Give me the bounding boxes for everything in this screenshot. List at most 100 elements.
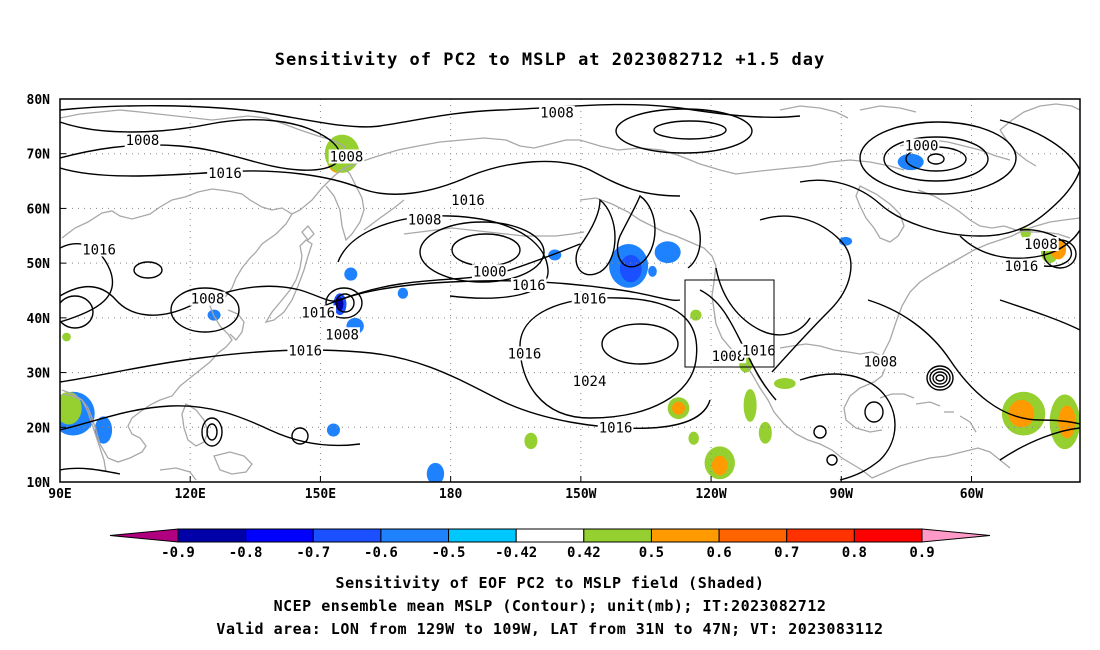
contour-label-bg (571, 373, 608, 388)
contour-label: 1008 (540, 106, 574, 122)
lat-tick-label: 80N (27, 93, 51, 108)
contour-label-bg (287, 343, 324, 358)
lon-tick-label: 120W (695, 487, 726, 502)
sensitivity-patch (397, 287, 409, 299)
lat-tick-label: 60N (27, 202, 51, 217)
lon-tick-label: 90E (48, 487, 71, 502)
colorbar-label: -0.5 (432, 545, 466, 561)
contour-label: 1016 (82, 242, 116, 258)
contour-label-bg (506, 346, 543, 361)
sensitivity-patch (688, 431, 699, 445)
colorbar-label: -0.7 (296, 545, 330, 561)
lon-tick-label: 180 (439, 487, 463, 502)
contour-label-bg (328, 149, 365, 164)
contour-label: 1016 (451, 193, 485, 209)
lat-tick-label: 70N (27, 148, 51, 163)
contour-label-bg (450, 193, 486, 208)
colorbar-arrow-left (109, 528, 179, 543)
sensitivity-patch (344, 267, 358, 281)
plot-frame (59, 98, 1081, 483)
colorbar-arrow-right (921, 528, 991, 543)
sensitivity-patch (690, 309, 702, 321)
lat-tick-label: 50N (27, 257, 51, 272)
caption-line-3: Valid area: LON from 129W to 109W, LAT f… (216, 620, 884, 638)
contour-label: 1016 (1005, 259, 1039, 275)
contour-label-bg (207, 165, 243, 180)
contour-label-bg (539, 105, 575, 120)
colorbar-label: 0.42 (567, 545, 601, 561)
contour-label: 1024 (573, 374, 607, 390)
map-title: Sensitivity of PC2 to MSLP at 2023082712… (274, 50, 826, 70)
lon-tick-label: 150W (565, 487, 596, 502)
colorbar-segment (650, 528, 720, 543)
colorbar-segment (177, 528, 247, 543)
colorbar-segment (448, 528, 517, 543)
sensitivity-patch (524, 432, 538, 450)
sensitivity-patch (1008, 399, 1035, 428)
contour-label: 1008 (408, 212, 442, 228)
colorbar-segment (312, 528, 382, 543)
contour-label: 1000 (473, 264, 507, 280)
contour-label-bg (903, 138, 940, 153)
colorbar-segment (786, 528, 855, 543)
colorbar-segment (718, 528, 788, 543)
contour-label: 1000 (905, 139, 939, 155)
lon-tick-label: 120E (175, 487, 206, 502)
contour-label: 1008 (330, 149, 364, 165)
sensitivity-patch (897, 153, 924, 171)
colorbar-label: -0.9 (161, 545, 195, 561)
lon-tick-label: 60W (960, 487, 984, 502)
sensitivity-patch (758, 421, 772, 444)
contour-label-bg (571, 291, 608, 306)
sensitivity-patch (774, 378, 796, 389)
contour-label-bg (124, 133, 161, 148)
colorbar-label: 0.9 (909, 545, 934, 561)
contour-label: 1016 (208, 166, 242, 182)
colorbar-segment (380, 528, 450, 543)
sensitivity-patch (326, 423, 340, 437)
contour-label-bg (710, 349, 747, 364)
colorbar-segment (515, 528, 585, 543)
contour-label-bg (471, 264, 508, 279)
sensitivity-patch (426, 462, 445, 482)
colorbar-label: 0.7 (774, 545, 799, 561)
contour-label-bg (1003, 258, 1040, 273)
sensitivity-patch (672, 401, 686, 415)
lat-tick-label: 30N (27, 367, 51, 382)
sensitivity-patch (94, 416, 113, 444)
mslp-contours (60, 103, 1080, 481)
contour-label-bg (1023, 236, 1059, 251)
colorbar: -0.9 -0.8 -0.7 -0.6 -0.5 -0.42 0.42 0.5 0.6 0.7 0.… (109, 528, 991, 561)
contour-label: 1008 (712, 349, 746, 365)
sensitivity-patch (60, 391, 82, 425)
contour-label-bg (81, 242, 117, 257)
contour-label: 1008 (325, 327, 359, 343)
sensitivity-patch (711, 455, 728, 476)
contour-label-bg (324, 327, 360, 342)
contour-label: 1008 (863, 355, 897, 371)
contour-label: 1008 (191, 292, 225, 308)
colorbar-label: 0.6 (706, 545, 731, 561)
contour-label: 1008 (126, 133, 160, 149)
contour-label-bg (300, 305, 337, 320)
sensitivity-patch (648, 265, 657, 277)
contour-label: 1016 (288, 344, 322, 360)
contour-label: 1008 (1024, 237, 1058, 253)
contour-label-bg (862, 354, 899, 369)
caption-line-1: Sensitivity of EOF PC2 to MSLP field (Sh… (335, 574, 765, 592)
contour-label: 1016 (301, 305, 335, 321)
lat-tick-label: 10N (27, 476, 51, 491)
colorbar-label: -0.6 (364, 545, 398, 561)
contour-label: 1016 (742, 344, 776, 360)
lat-tick-label: 40N (27, 312, 51, 327)
contour-label-bg (741, 343, 777, 358)
lon-tick-label: 150E (305, 487, 336, 502)
sensitivity-patch (654, 241, 681, 264)
contour-label-bg (189, 291, 226, 306)
colorbar-label: 0.5 (639, 545, 664, 561)
contour-label: 1016 (573, 292, 607, 308)
colorbar-label: 0.8 (842, 545, 867, 561)
contour-label: 1016 (508, 346, 542, 362)
caption-line-2: NCEP ensemble mean MSLP (Contour); unit(… (273, 597, 827, 615)
